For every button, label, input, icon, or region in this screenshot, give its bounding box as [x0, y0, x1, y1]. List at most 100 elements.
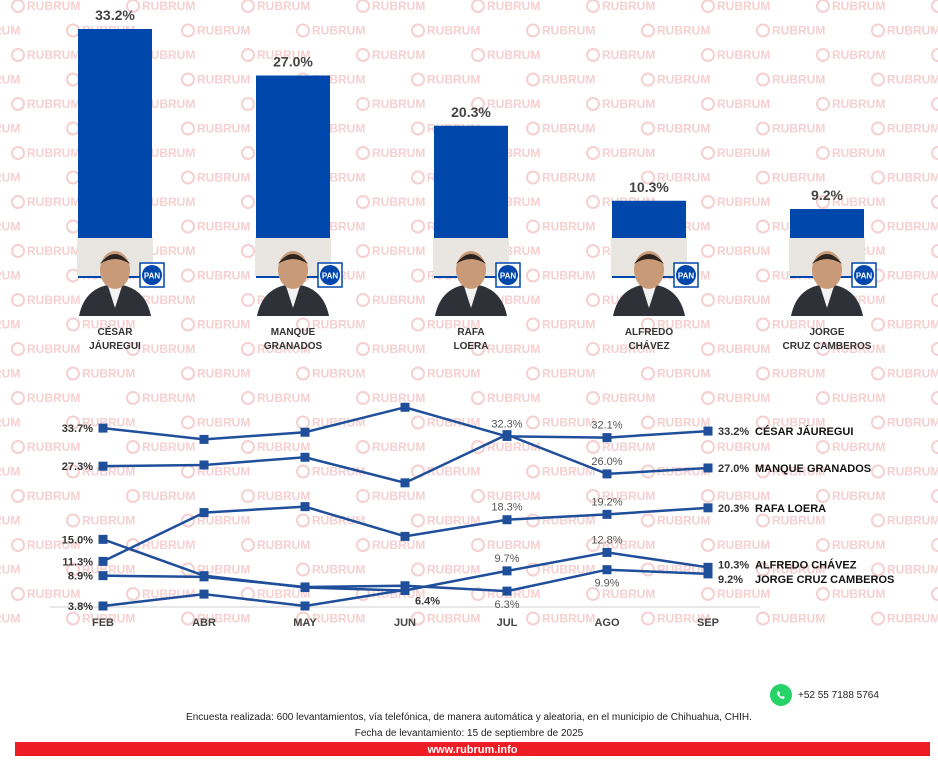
candidate-name: JÁUREGUI [89, 339, 141, 352]
pan-badge-circle [854, 265, 874, 285]
end-series-label: JORGE CRUZ CAMBEROS [755, 574, 894, 586]
series-marker [400, 531, 410, 541]
point-label: 11.3% [62, 556, 93, 568]
series-marker [502, 430, 512, 440]
watermark-text: RUBRUM [772, 367, 825, 381]
candidate-name: LOERA [454, 341, 489, 352]
whatsapp-contact[interactable]: +52 55 7188 5764 [770, 684, 879, 706]
watermark-text: RUBRUM [657, 367, 710, 381]
watermark-text: RUBRUM [0, 367, 20, 381]
series-marker [199, 508, 209, 518]
photo-face [278, 251, 308, 289]
photo-shirt [108, 286, 122, 308]
photo-shirt [642, 286, 656, 308]
x-tick-label: ABR [192, 617, 216, 629]
candidate-name: CHÁVEZ [628, 339, 669, 352]
website-link[interactable]: www.rubrum.info [427, 744, 518, 756]
point-label: 12.8% [591, 534, 622, 546]
series-marker [602, 433, 612, 443]
bar [78, 29, 152, 278]
end-series-label: CÉSAR JÁUREGUI [755, 425, 853, 438]
pan-badge-circle [676, 265, 696, 285]
pan-badge-label: PAN [322, 272, 339, 281]
pan-badge-circle [142, 265, 162, 285]
series-marker [199, 589, 209, 599]
photo-face [812, 251, 842, 289]
point-label: 18.3% [491, 502, 522, 514]
candidate-name: JORGE [809, 327, 844, 338]
watermark-logo-icon [296, 366, 310, 381]
x-tick-label: JUL [497, 617, 518, 629]
point-label: 6.4% [415, 596, 440, 608]
point-label: 6.3% [494, 599, 519, 611]
survey-note: Encuesta realizada: 600 levantamientos, … [186, 712, 752, 723]
series-marker [703, 463, 713, 473]
watermark-text: RUBRUM [312, 367, 365, 381]
photo-shirt [286, 286, 300, 308]
photo-hair [634, 254, 664, 264]
point-label: 26.0% [591, 456, 622, 468]
line-chart: 33.7% 27.3% 15.0% 11.3% 8.9% 3.8% 32.3% 32.1% 26… [50, 402, 894, 629]
point-label: 33.7% [62, 423, 93, 435]
series-marker [602, 509, 612, 519]
series-marker [300, 452, 310, 462]
point-label: 32.1% [591, 420, 622, 432]
photo-face [100, 251, 130, 289]
point-label: 27.3% [62, 461, 93, 473]
series-marker [300, 427, 310, 437]
pan-badge-label: PAN [856, 272, 873, 281]
end-value-label: 27.0% [718, 463, 749, 475]
whatsapp-icon [770, 684, 792, 706]
series-marker [703, 569, 713, 579]
candidate-photo [789, 238, 865, 316]
watermark-logo-icon [181, 366, 195, 381]
point-label: 8.9% [68, 571, 93, 583]
photo-shirt [820, 286, 834, 308]
footer-website-bar: www.rubrum.info [15, 742, 930, 756]
photo-shirt [464, 286, 478, 308]
watermark-text: RUBRUM [427, 367, 480, 381]
photo-hair [278, 254, 308, 264]
end-series-label: MANQUE GRANADOS [755, 463, 871, 475]
point-label: 15.0% [62, 534, 93, 546]
end-value-label: 20.3% [718, 503, 749, 515]
series-marker [703, 503, 713, 513]
bar-value-label: 20.3% [451, 104, 491, 120]
bar-value-label: 33.2% [95, 7, 135, 23]
series-marker [703, 426, 713, 436]
series-marker [300, 601, 310, 611]
series-marker [199, 460, 209, 470]
phone-number: +52 55 7188 5764 [798, 689, 879, 701]
end-series-label: RAFA LOERA [755, 503, 826, 515]
series-marker [98, 601, 108, 611]
series-marker [602, 469, 612, 479]
candidate-name: MANQUE [271, 327, 316, 338]
end-value-label: 10.3% [718, 559, 749, 571]
series-marker [400, 585, 410, 595]
candidate-photo [255, 238, 331, 316]
series-marker [98, 423, 108, 433]
watermark-logo-icon [756, 366, 770, 381]
end-series-label: ALFREDO CHÁVEZ [755, 558, 857, 571]
candidate-name: RAFA [457, 327, 484, 338]
watermark-logo-icon [871, 366, 885, 381]
photo-hair [100, 254, 130, 264]
series-marker [502, 515, 512, 525]
candidate-name: GRANADOS [264, 341, 323, 352]
bar-value-label: 10.3% [629, 179, 669, 195]
watermark-text: RUBRUM [887, 367, 938, 381]
candidate-name: CRUZ CAMBEROS [783, 341, 872, 352]
photo-hair [456, 254, 486, 264]
bar-value-label: 27.0% [273, 54, 313, 70]
x-tick-label: AGO [594, 617, 620, 629]
series-marker [602, 547, 612, 557]
watermark-logo-icon [641, 366, 655, 381]
pan-badge-label: PAN [500, 272, 517, 281]
candidate-name: ALFREDO [625, 327, 674, 338]
photo-hair [812, 254, 842, 264]
point-label: 9.7% [494, 553, 519, 565]
x-tick-label: JUN [394, 617, 416, 629]
end-value-label: 33.2% [718, 426, 749, 438]
photo-face [634, 251, 664, 289]
